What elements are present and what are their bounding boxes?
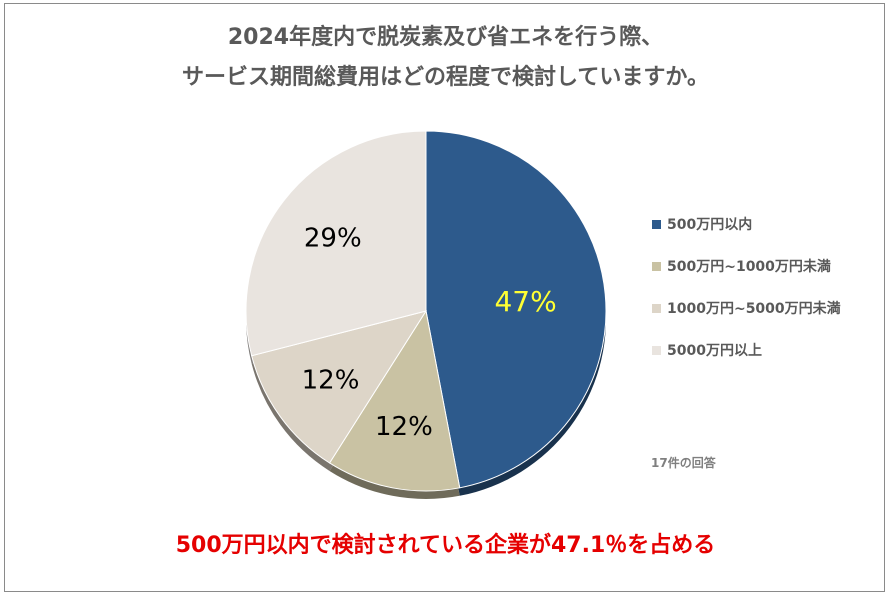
chart-title-line-2: サービス期間総費用はどの程度で検討していますか。 bbox=[182, 65, 709, 90]
legend-swatch-3 bbox=[652, 303, 661, 313]
legend-item-1: 500万円以内 bbox=[652, 203, 841, 245]
chart-title: 2024年度内で脱炭素及び省エネを行う際、 サービス期間総費用はどの程度で検討し… bbox=[0, 18, 891, 98]
legend-swatch-2 bbox=[652, 261, 661, 271]
legend-label-3: 1000万円~5000万円未満 bbox=[667, 301, 841, 317]
pie-labels: 47% 12% 12% 29% bbox=[302, 224, 557, 442]
legend-item-2: 500万円~1000万円未満 bbox=[652, 245, 841, 287]
legend-swatch-4 bbox=[652, 345, 661, 355]
summary-text: 500万円以内で検討されている企業が47.1％を占める bbox=[175, 533, 716, 558]
pie-slice-label-2: 12% bbox=[375, 412, 433, 442]
pie-slice-label-1: 47% bbox=[494, 285, 556, 318]
pie-slice-3 bbox=[251, 310, 428, 464]
legend-item-4: 5000万円以上 bbox=[652, 329, 841, 371]
legend-label-1: 500万円以内 bbox=[667, 217, 753, 233]
response-count-note: 17件の回答 bbox=[651, 456, 716, 470]
legend-item-3: 1000万円~5000万円未満 bbox=[652, 287, 841, 329]
pie-slice-label-3: 12% bbox=[302, 365, 360, 395]
pie-slice-2 bbox=[328, 309, 461, 492]
legend-label-4: 5000万円以上 bbox=[667, 343, 762, 359]
pie-slices bbox=[245, 130, 607, 492]
legend: 500万円以内 500万円~1000万円未満 1000万円~5000万円未満 5000… bbox=[652, 203, 841, 371]
pie-slice-label-4: 29% bbox=[304, 224, 362, 254]
legend-swatch-1 bbox=[652, 219, 661, 229]
legend-label-2: 500万円~1000万円未満 bbox=[667, 259, 831, 275]
chart-title-line-1: 2024年度内で脱炭素及び省エネを行う際、 bbox=[227, 25, 664, 50]
pie-slice-4 bbox=[245, 130, 427, 357]
pie-slice-1 bbox=[425, 130, 607, 489]
